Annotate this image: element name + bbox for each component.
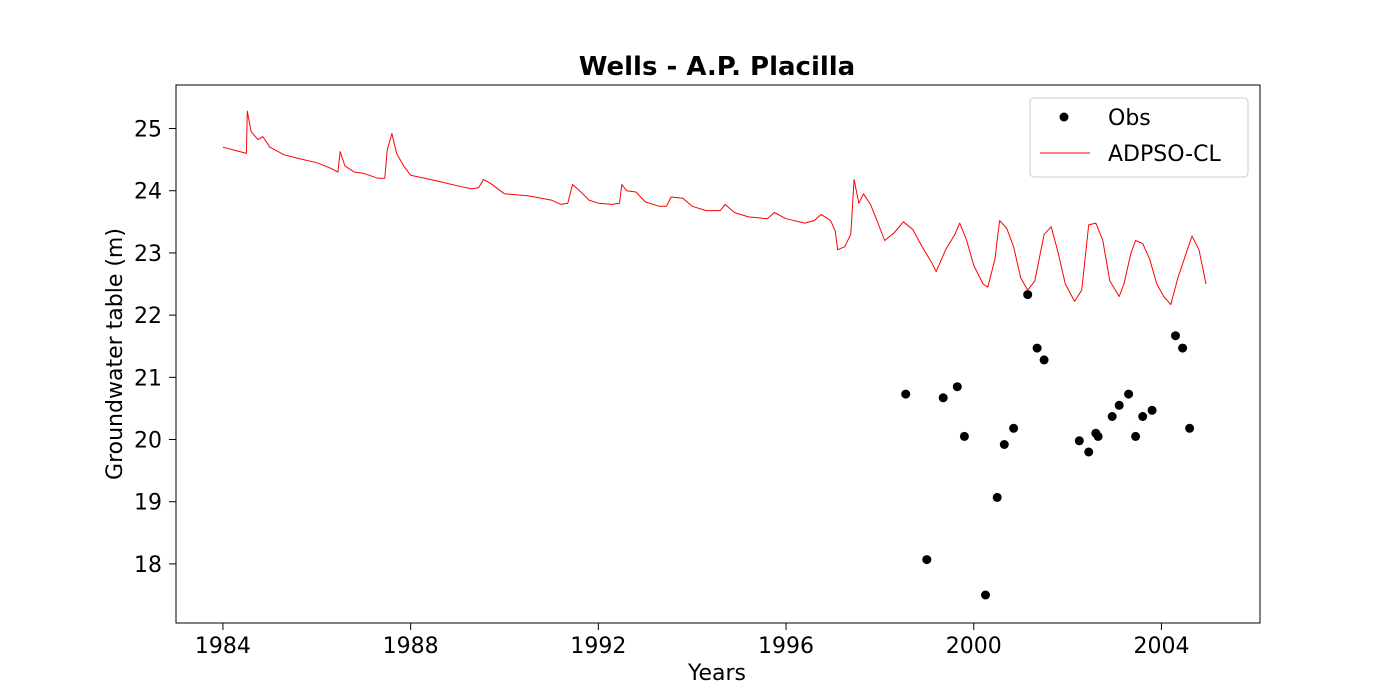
y-tick-label: 18	[134, 553, 162, 578]
obs-point	[1023, 290, 1033, 300]
obs-point	[938, 393, 948, 403]
plot-frame	[175, 84, 1261, 624]
legend-obs-marker	[1059, 112, 1069, 122]
obs-point	[922, 555, 932, 565]
obs-point	[1131, 431, 1141, 441]
obs-point	[1093, 431, 1103, 441]
obs-point	[1009, 423, 1019, 433]
obs-point	[1114, 400, 1124, 410]
model-series-line	[222, 110, 1207, 306]
legend-model-label: ADPSO-CL	[1108, 142, 1221, 167]
y-axis-label: Groundwater table (m)	[103, 228, 128, 480]
y-tick-label: 21	[134, 366, 162, 391]
y-tick-label: 23	[134, 242, 162, 267]
legend: Obs ADPSO-CL	[1029, 97, 1249, 178]
obs-point	[1138, 412, 1148, 421]
y-axis: 18 19 20 21 22 23 24 25	[134, 118, 176, 578]
y-tick-label: 19	[134, 491, 162, 516]
obs-point	[981, 590, 990, 600]
x-tick-label: 1988	[383, 634, 439, 659]
y-tick-label: 20	[134, 429, 162, 454]
plot-area	[222, 110, 1207, 600]
legend-obs-label: Obs	[1108, 106, 1151, 131]
x-tick-label: 1996	[758, 634, 814, 659]
obs-point	[992, 492, 1002, 502]
obs-point	[999, 440, 1009, 449]
x-axis: 1984 1988 1992 1996 2000 2004	[195, 623, 1189, 659]
x-tick-label: 2004	[1133, 634, 1189, 659]
obs-point	[1171, 331, 1180, 341]
obs-point	[1032, 343, 1042, 353]
obs-point	[1178, 343, 1188, 353]
obs-point	[952, 382, 962, 392]
legend-box	[1029, 97, 1249, 178]
obs-point	[1147, 405, 1157, 415]
y-tick-label: 25	[134, 118, 162, 143]
obs-point	[1124, 389, 1134, 399]
obs-point	[1039, 355, 1049, 365]
y-tick-label: 24	[134, 180, 162, 205]
obs-point	[959, 431, 969, 441]
x-axis-label: Years	[687, 661, 746, 686]
obs-point	[1084, 447, 1094, 457]
y-tick-label: 22	[134, 304, 162, 329]
x-tick-label: 2000	[946, 634, 1002, 659]
x-tick-label: 1984	[195, 634, 251, 659]
chart-title: Wells - A.P. Placilla	[579, 52, 855, 82]
obs-point	[901, 389, 911, 399]
obs-point	[1185, 423, 1195, 433]
obs-point	[1074, 436, 1084, 446]
x-tick-label: 1992	[570, 634, 626, 659]
obs-point	[1107, 412, 1117, 421]
